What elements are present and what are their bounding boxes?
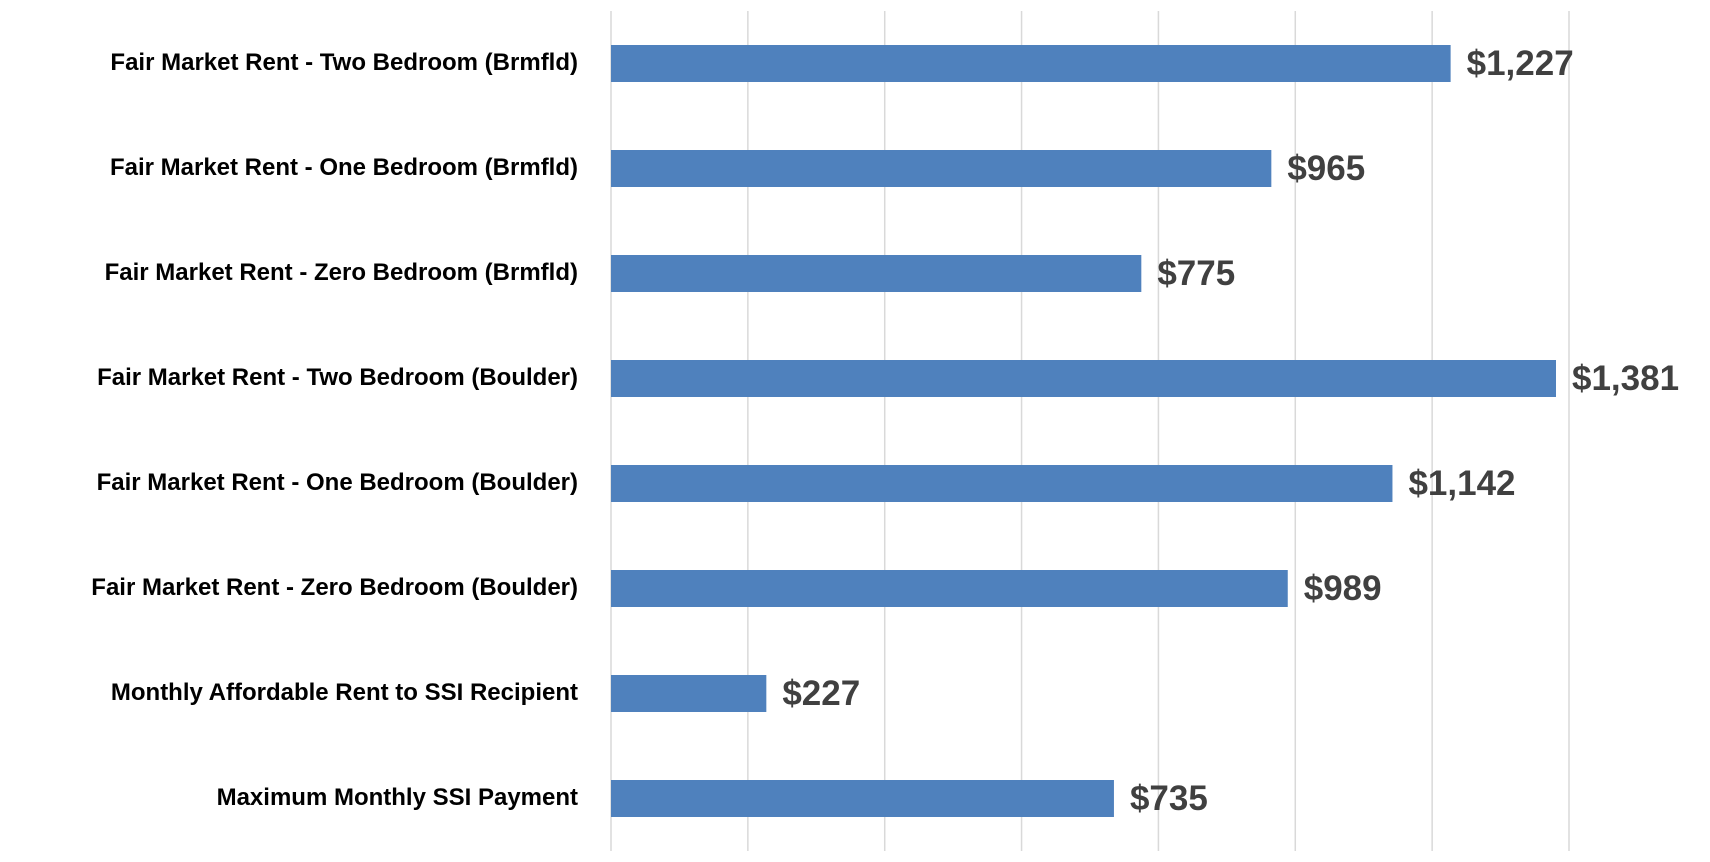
- y-tick-label: Maximum Monthly SSI Payment: [217, 784, 578, 811]
- data-label: $735: [1130, 779, 1208, 818]
- y-tick-label: Fair Market Rent - One Bedroom (Boulder): [97, 469, 578, 496]
- data-label: $227: [782, 674, 860, 713]
- bar: [611, 360, 1556, 397]
- y-tick-label: Fair Market Rent - Two Bedroom (Brmfld): [110, 49, 578, 76]
- bar: [611, 675, 767, 712]
- bar: [611, 255, 1142, 292]
- bar: [611, 465, 1393, 502]
- data-label: $1,142: [1408, 464, 1515, 503]
- bar: [611, 570, 1288, 607]
- bar: [611, 150, 1272, 187]
- y-tick-label: Monthly Affordable Rent to SSI Recipient: [111, 679, 578, 706]
- bar: [611, 45, 1451, 82]
- y-tick-label: Fair Market Rent - Zero Bedroom (Boulder…: [91, 574, 578, 601]
- y-tick-label: Fair Market Rent - One Bedroom (Brmfld): [110, 154, 578, 181]
- data-label: $965: [1287, 149, 1365, 188]
- data-label: $1,381: [1572, 359, 1679, 398]
- data-label: $1,227: [1467, 44, 1574, 83]
- data-label: $775: [1157, 254, 1235, 293]
- y-tick-label: Fair Market Rent - Zero Bedroom (Brmfld): [105, 259, 578, 286]
- data-label: $989: [1304, 569, 1382, 608]
- bar: [611, 780, 1114, 817]
- y-tick-label: Fair Market Rent - Two Bedroom (Boulder): [97, 364, 578, 391]
